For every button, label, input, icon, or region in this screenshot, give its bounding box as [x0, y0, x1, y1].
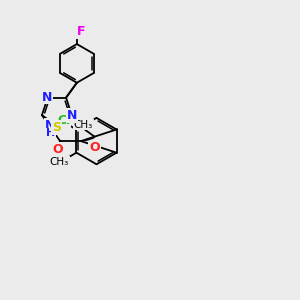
Text: S: S	[52, 121, 61, 134]
Text: N: N	[67, 109, 77, 122]
Text: N: N	[45, 119, 55, 132]
Text: H: H	[46, 128, 56, 138]
Text: CH₃: CH₃	[50, 157, 69, 166]
Text: O: O	[52, 143, 63, 156]
Text: Cl: Cl	[57, 114, 70, 127]
Text: N: N	[42, 91, 52, 103]
Text: CH₃: CH₃	[74, 120, 93, 130]
Text: F: F	[77, 25, 85, 38]
Text: O: O	[89, 141, 100, 154]
